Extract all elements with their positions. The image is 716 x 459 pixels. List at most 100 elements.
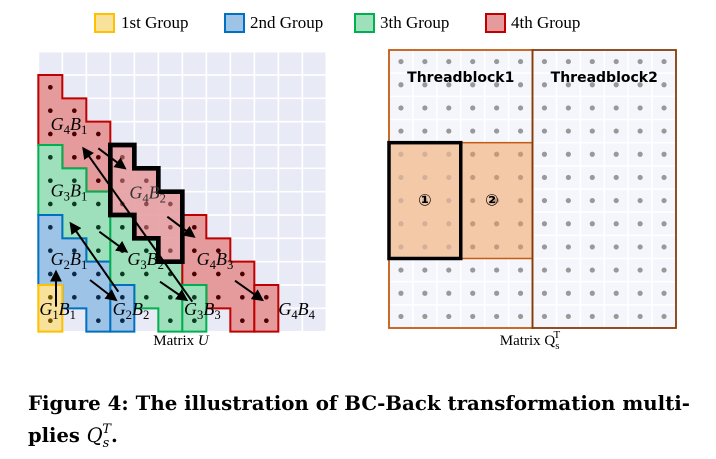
matrix-element-dot: [398, 174, 404, 181]
matrix-element-dot: [398, 82, 404, 88]
matrix-element-dot: [167, 294, 173, 300]
matrix-element-dot: [613, 267, 619, 273]
matrix-element-dot: [167, 224, 173, 230]
matrix-element-dot: [517, 244, 524, 250]
matrix-element-dot: [589, 128, 595, 134]
matrix-element-dot: [422, 128, 428, 134]
matrix-element-dot: [589, 313, 595, 320]
legend-swatch-red: [485, 13, 506, 33]
figure-caption-line1: Figure 4: The illustration of BC-Back tr…: [28, 392, 690, 415]
matrix-element-dot: [589, 290, 595, 296]
matrix-element-dot: [565, 244, 571, 250]
matrix-element-dot: [47, 108, 53, 113]
matrix-element-dot: [95, 201, 101, 207]
matrix-element-dot: [71, 178, 77, 183]
matrix-element-dot: [637, 82, 643, 88]
matrix-element-dot: [661, 151, 667, 157]
matrix-element-dot: [167, 248, 173, 253]
matrix-element-dot: [613, 290, 619, 296]
matrix-element-dot: [422, 221, 428, 227]
highlight-outline: [107, 142, 185, 264]
dependency-arrow: [234, 279, 264, 302]
matrix-element-dot: [95, 248, 101, 253]
matrix-element-dot: [470, 82, 476, 88]
dependency-arrow: [159, 280, 189, 302]
matrix-element-dot: [589, 267, 595, 273]
matrix-element-dot: [637, 151, 643, 157]
matrix-element-dot: [119, 154, 125, 160]
matrix-element-dot: [613, 174, 619, 181]
matrix-u-caption: Matrix U: [153, 333, 210, 349]
matrix-element-dot: [446, 244, 452, 250]
matrix-element-dot: [71, 108, 77, 113]
matrix-element-dot: [494, 197, 500, 204]
matrix-element-dot: [470, 290, 476, 296]
matrix-element-dot: [143, 294, 149, 300]
matrix-element-dot: [143, 224, 149, 230]
matrix-element-dot: [422, 105, 428, 111]
matrix-element-dot: [661, 58, 667, 65]
step1-highlight: [387, 140, 463, 261]
matrix-element-dot: [517, 151, 524, 157]
matrix-element-dot: [517, 267, 524, 273]
matrix-element-dot: [637, 58, 643, 65]
matrix-element-dot: [494, 151, 500, 157]
matrix-element-dot: [119, 271, 125, 277]
matrix-element-dot: [398, 128, 404, 134]
matrix-element-dot: [470, 151, 476, 157]
threadblock2-border: [531, 49, 677, 329]
matrix-element-dot: [494, 221, 500, 227]
matrix-element-dot: [95, 294, 101, 300]
block-label: G4B2: [129, 182, 166, 205]
matrix-element-dot: [637, 313, 643, 320]
matrix-element-dot: [661, 128, 667, 134]
block-label: G4B1: [51, 114, 88, 137]
matrix-element-dot: [47, 318, 53, 323]
matrix-element-dot: [422, 267, 428, 273]
matrix-element-dot: [119, 224, 125, 230]
matrix-u-diagram: G4B1 G3B1 G2B1 G1B1 G4B2 G3B2 G2B2 G4B3 G3B3 G4B4: [37, 50, 328, 333]
matrix-element-dot: [541, 197, 548, 204]
matrix-element-dot: [191, 318, 197, 323]
matrix-element-dot: [470, 244, 476, 250]
matrix-element-dot: [398, 105, 404, 111]
matrix-element-dot: [239, 318, 245, 323]
block-label: G3B2: [127, 249, 164, 272]
matrix-element-dot: [263, 294, 269, 300]
matrix-element-dot: [47, 178, 53, 183]
matrix-element-dot: [541, 290, 548, 296]
matrix-element-dot: [47, 224, 53, 230]
matrix-element-dot: [446, 290, 452, 296]
matrix-element-dot: [143, 201, 149, 207]
matrix-element-dot: [398, 197, 404, 204]
legend-label: 2nd Group: [250, 13, 323, 32]
matrix-element-dot: [565, 151, 571, 157]
matrix-element-dot: [143, 271, 149, 277]
dependency-arrow: [82, 146, 194, 303]
matrix-element-dot: [517, 128, 524, 134]
matrix-element-dot: [661, 105, 667, 111]
matrix-element-dot: [517, 105, 524, 111]
matrix-element-dot: [661, 82, 667, 88]
matrix-element-dot: [95, 154, 101, 160]
block-label: G1B1: [39, 299, 76, 322]
matrix-element-dot: [167, 318, 173, 323]
matrix-element-dot: [565, 267, 571, 273]
matrix-element-dot: [517, 82, 524, 88]
matrix-element-dot: [119, 294, 125, 300]
block-label: G4B4: [278, 299, 315, 322]
matrix-element-dot: [143, 248, 149, 253]
matrix-element-dot: [470, 313, 476, 320]
dependency-arrow: [97, 147, 127, 170]
matrix-element-dot: [422, 197, 428, 204]
matrix-element-dot: [565, 221, 571, 227]
matrix-element-dot: [541, 58, 548, 65]
matrix-element-dot: [95, 271, 101, 277]
matrix-element-dot: [637, 267, 643, 273]
matrix-element-dot: [470, 105, 476, 111]
matrix-element-dot: [95, 224, 101, 230]
matrix-element-dot: [398, 244, 404, 250]
block-g4b4: [253, 283, 280, 333]
matrix-element-dot: [239, 271, 245, 277]
